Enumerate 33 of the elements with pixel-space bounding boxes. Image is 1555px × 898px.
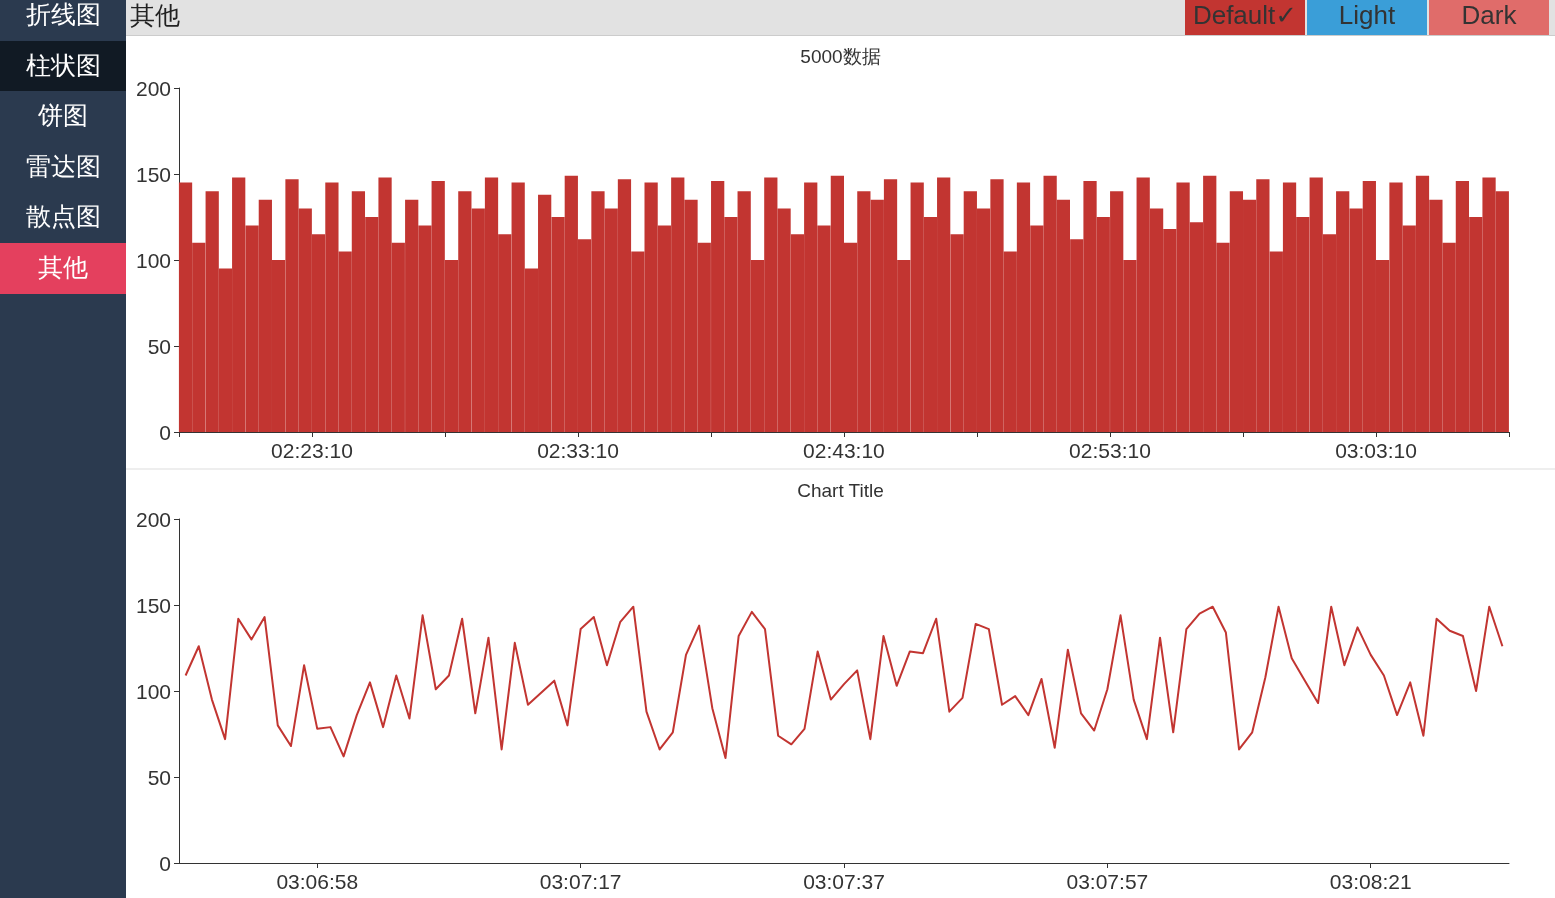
text: Dark (1429, 0, 1549, 35)
text: 散点图 (24, 201, 102, 234)
y-tick-label: 0 (159, 851, 171, 875)
y-tick-label: 0 (159, 420, 171, 444)
line-series (184, 605, 1504, 760)
x-tick-label: 03:07:17 (539, 870, 622, 893)
text: 雷达图 (24, 150, 102, 183)
y-tick-label: 150 (135, 593, 171, 617)
y-tick-label: 150 (135, 162, 171, 186)
y-tick-label: 200 (135, 507, 171, 531)
text: 柱状图 (0, 40, 126, 92)
x-tick-label: 02:23:10 (271, 439, 353, 462)
x-tick-label: 02:53:10 (1069, 439, 1151, 462)
x-tick-label: 03:07:37 (803, 870, 885, 893)
y-tick-label: 50 (147, 334, 171, 358)
x-tick-label: 03:03:10 (1335, 439, 1417, 462)
text: 折线图 (24, 0, 102, 31)
y-tick-label: 100 (135, 248, 171, 272)
y-tick-label: 100 (135, 679, 171, 703)
y-tick-label: 200 (135, 76, 171, 100)
x-tick-label: 03:08:21 (1329, 870, 1412, 893)
x-tick-label: 03:07:57 (1066, 870, 1149, 893)
text: 饼图 (37, 100, 89, 133)
x-tick-label: 02:33:10 (537, 439, 619, 462)
chart-title: Chart Title (797, 480, 884, 501)
chart-title: 5000数据 (800, 46, 881, 67)
text: Light (1307, 0, 1427, 35)
text: 其他 (130, 0, 180, 32)
x-tick-label: 03:06:58 (276, 870, 359, 893)
y-tick-label: 50 (147, 765, 171, 789)
text: 其他 (0, 242, 126, 294)
x-tick-label: 02:43:10 (803, 439, 885, 462)
text: Default✓ (1185, 0, 1305, 35)
